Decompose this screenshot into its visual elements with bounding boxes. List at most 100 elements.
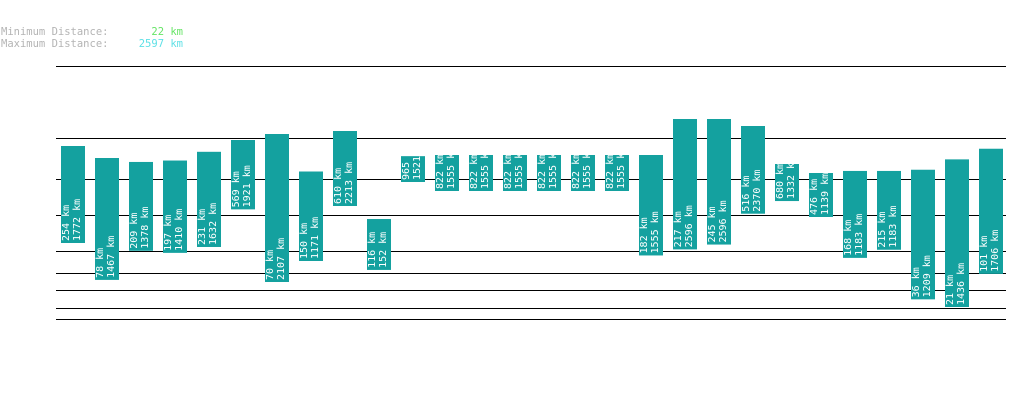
bar-high-label: 1436 km <box>956 263 967 305</box>
bar-high-label: 1772 km <box>72 199 83 241</box>
bar-high-label: 1555 km <box>650 211 661 253</box>
bar-high-label: 1139 km <box>820 173 831 215</box>
distance-bar: 197 km 1410 km <box>163 160 187 253</box>
bar-low-label: 231 km <box>197 209 208 245</box>
bar-rect <box>503 155 527 191</box>
distance-bar: 965 km 1521 km <box>401 138 425 182</box>
distance-bar: 116 km 152 km <box>367 219 391 270</box>
bar-rect <box>571 155 595 191</box>
bar-high-label: 1555 km <box>548 147 559 189</box>
bar-rect <box>129 161 153 251</box>
bar-rect <box>809 173 833 217</box>
bar-low-label: 516 km <box>741 176 752 212</box>
bar-low-label: 680 km <box>775 163 786 199</box>
bar-rect <box>197 151 221 247</box>
distance-bar: 150 km 1171 km <box>299 171 323 261</box>
bar-low-label: 610 km <box>333 168 344 204</box>
distance-bar: 168 km 1183 km <box>843 170 867 258</box>
bar-high-label: 1378 km <box>140 207 151 249</box>
distance-bar: 78 km 1467 km <box>95 158 119 280</box>
bar-rect <box>979 148 1003 274</box>
distance-bar: 215 km 1183 km <box>877 170 901 250</box>
distance-bar: 245 km 2596 km <box>707 119 731 245</box>
distance-bar: 70 km 2107 km <box>265 134 289 282</box>
distance-bar: 516 km 2370 km <box>741 126 765 214</box>
bar-low-label: 209 km <box>129 213 140 249</box>
bar-high-label: 2213 km <box>344 162 355 204</box>
bar-high-label: 1555 km <box>480 147 491 189</box>
minimum-distance-value: 22 km <box>151 26 183 38</box>
distance-bar: 822 km 1555 km <box>571 153 595 191</box>
bar-high-label: 1183 km <box>888 206 899 248</box>
bar-high-label: 152 km <box>378 232 389 268</box>
bar-high-label: 1555 km <box>514 147 525 189</box>
bar-low-label: 101 km <box>979 236 990 272</box>
bar-rect <box>401 156 425 182</box>
bar-high-label: 2370 km <box>752 170 763 212</box>
bar-rect <box>231 140 255 210</box>
bar-low-label: 245 km <box>707 206 718 242</box>
bar-low-label: 78 km <box>95 248 106 278</box>
bar-rect <box>639 155 663 256</box>
bar-high-label: 1632 km <box>208 203 219 245</box>
distance-bar: 209 km 1378 km <box>129 161 153 251</box>
bar-rect <box>537 155 561 191</box>
bar-low-label: 822 km <box>537 153 548 189</box>
bar-high-label: 1521 km <box>412 138 423 180</box>
distance-bar: 182 km 1555 km <box>639 155 663 256</box>
bar-high-label: 1171 km <box>310 217 321 259</box>
distance-bar: 217 km 2596 km <box>673 119 697 250</box>
bar-rect <box>605 155 629 191</box>
distance-bar: 476 km 1139 km <box>809 173 833 217</box>
distance-bar: 21 km 1436 km <box>945 159 969 307</box>
maximum-distance-value: 2597 km <box>138 38 183 50</box>
bar-high-label: 1467 km <box>106 236 117 278</box>
bar-high-label: 1209 km <box>922 255 933 297</box>
minimum-distance-row: Minimum Distance: 22 km <box>1 26 183 38</box>
bar-low-label: 254 km <box>61 205 72 241</box>
bar-high-label: 1183 km <box>854 214 865 256</box>
bar-rect <box>741 126 765 214</box>
distance-bar: 610 km 2213 km <box>333 131 357 206</box>
bar-high-label: 1555 km <box>446 147 457 189</box>
bar-low-label: 36 km <box>911 267 922 297</box>
bar-low-label: 822 km <box>571 153 582 189</box>
distance-bar: 231 km 1632 km <box>197 151 221 247</box>
distance-bar: 822 km 1555 km <box>469 147 493 191</box>
bar-series: 254 km 1772 km 78 km 1467 km 209 km 1378 km 19… <box>61 119 1003 307</box>
bar-low-label: 822 km <box>605 153 616 189</box>
distance-bar: 822 km 1555 km <box>435 147 459 191</box>
bar-low-label: 476 km <box>809 179 820 215</box>
bar-high-label: 2107 km <box>276 238 287 280</box>
bar-rect <box>843 170 867 258</box>
bar-rect <box>367 219 391 270</box>
bar-rect <box>877 170 901 250</box>
distance-summary: Minimum Distance: 22 km Maximum Distance:… <box>1 26 183 50</box>
bar-low-label: 168 km <box>843 220 854 256</box>
distance-bar: 680 km 1332 km <box>775 157 799 202</box>
bar-rect <box>707 119 731 245</box>
bar-high-label: 1555 km <box>616 147 627 189</box>
minimum-distance-label: Minimum Distance: <box>1 26 109 38</box>
bar-rect <box>775 164 799 202</box>
bar-low-label: 822 km <box>469 153 480 189</box>
distance-bar: 822 km 1555 km <box>537 147 561 191</box>
bar-low-label: 217 km <box>673 211 684 247</box>
bar-high-label: 1332 km <box>786 157 797 199</box>
bar-low-label: 569 km <box>231 171 242 207</box>
bar-rect <box>945 159 969 307</box>
bar-high-label: 1706 km <box>990 230 1001 272</box>
distance-bar: 36 km 1209 km <box>911 169 935 300</box>
distance-bar: 569 km 1921 km <box>231 140 255 210</box>
bar-rect <box>61 146 85 243</box>
bar-low-label: 822 km <box>503 153 514 189</box>
maximum-distance-label: Maximum Distance: <box>1 38 109 50</box>
bar-high-label: 1410 km <box>174 209 185 251</box>
bar-rect <box>469 155 493 191</box>
distance-bar: 822 km 1555 km <box>605 147 629 191</box>
maximum-distance-row: Maximum Distance: 2597 km <box>1 38 183 50</box>
bar-low-label: 150 km <box>299 223 310 259</box>
bar-low-label: 21 km <box>945 275 956 305</box>
bar-low-label: 965 km <box>401 144 412 180</box>
